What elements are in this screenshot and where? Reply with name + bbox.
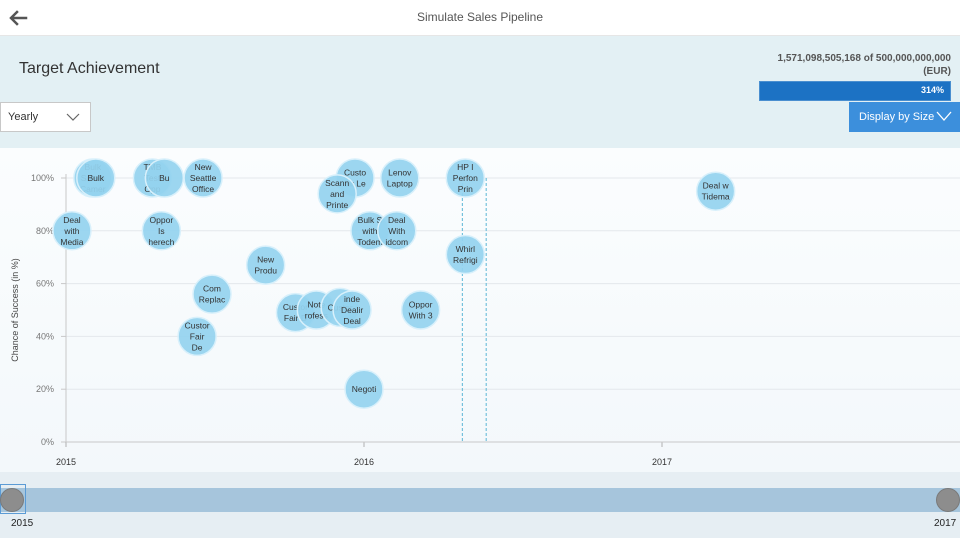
back-button[interactable] — [6, 6, 30, 30]
deal-bubble-label: Custo air Le — [344, 168, 366, 189]
header-panel: Target Achievement 1,571,098,505,168 of … — [0, 36, 960, 148]
display-by-size-label: Display by Size — [859, 111, 935, 123]
deal-bubble-label: Whirl Refrigi — [453, 244, 478, 265]
target-progress-bar: 314% — [759, 81, 951, 101]
deal-bubble-label: Deal with Media — [60, 215, 83, 247]
deal-bubble-label: Bu — [159, 173, 170, 183]
deal-bubble-label: Negoti — [352, 384, 377, 394]
deal-bubble — [183, 158, 223, 198]
deal-bubble-label: Custor Fair D — [283, 302, 308, 323]
y-tick-label: 40% — [36, 331, 54, 341]
page-title: Target Achievement — [19, 60, 160, 77]
y-tick-label: 80% — [36, 226, 54, 236]
deal-bubble — [445, 234, 486, 275]
app-title: Simulate Sales Pipeline — [416, 10, 544, 24]
x-tick-label: 2016 — [354, 457, 374, 467]
y-axis-label: Chance of Success (in %) — [10, 258, 20, 362]
deal-bubble-label: Bulk — [88, 173, 105, 183]
deal-bubble-label: Scann and Printe — [325, 178, 349, 210]
progress-label: 314% — [920, 85, 944, 95]
chart-area: 0% 20% 40% 60% 80% 100% 2015 2016 2017 Chance of … — [0, 148, 960, 472]
period-select-value: Yearly — [8, 111, 39, 123]
x-tick-label: 2015 — [56, 457, 76, 467]
deal-bubble — [695, 171, 736, 211]
deal-bubble-label: Oppor Is herech — [148, 215, 174, 247]
deal-bubble-label: Com Replac — [199, 284, 226, 305]
deal-bubble-label: Oppor With 3 — [409, 300, 433, 321]
x-tick-label: 2017 — [652, 457, 672, 467]
deal-bubble — [52, 211, 92, 251]
deal-bubble — [245, 245, 286, 285]
y-tick-label: 60% — [36, 279, 54, 289]
deal-bubble — [177, 316, 217, 357]
slider-end-label: 2017 — [934, 518, 957, 529]
deal-bubble — [76, 158, 116, 198]
timeline-slider-area: 2015 2017 — [0, 472, 960, 538]
currency-label: (EUR) — [923, 66, 951, 77]
y-tick-label: 100% — [31, 173, 54, 183]
display-by-size-button[interactable]: Display by Size — [849, 102, 960, 132]
slider-end-handle[interactable] — [936, 488, 960, 512]
chevron-down-icon — [66, 113, 80, 121]
y-tick-label: 0% — [41, 437, 54, 447]
target-value: 1,571,098,505,168 of 500,000,000,000 — [777, 53, 951, 64]
deal-bubble — [192, 274, 232, 314]
deal-bubble-label: Lenov Laptop — [387, 168, 413, 189]
chevron-down-icon — [936, 111, 952, 121]
deal-bubble-label: Note rofess — [305, 300, 328, 321]
deal-bubble — [317, 174, 357, 214]
deal-bubble-label: New Produ — [254, 255, 277, 276]
deal-bubble — [445, 158, 486, 198]
deal-bubble-label: Custor Fair De — [185, 320, 210, 352]
deal-bubble — [141, 211, 182, 251]
bubble-chart: 0% 20% 40% 60% 80% 100% 2015 2016 2017 Chance of … — [10, 158, 960, 467]
deal-bubble-label: Deal w Tidema — [702, 181, 730, 202]
deal-bubble-label: New Seattle Office — [190, 162, 217, 194]
deal-bubble — [380, 158, 420, 198]
top-bar: Simulate Sales Pipeline — [0, 0, 960, 36]
target-summary: 1,571,098,505,168 of 500,000,000,000 (EU… — [778, 52, 951, 78]
deal-bubble — [332, 290, 372, 330]
timeline-slider-track[interactable] — [0, 488, 960, 512]
deal-bubble-label: Deal With idcom — [385, 215, 408, 247]
y-tick-label: 20% — [36, 384, 54, 394]
deal-bubble-label: HP I Perfon Prin — [453, 162, 478, 194]
progress-fill — [760, 82, 950, 100]
deal-bubble — [400, 290, 441, 330]
deal-bubble-label: inde Dealir Deal — [341, 294, 363, 326]
period-select[interactable]: Yearly — [0, 102, 91, 132]
deal-bubble — [344, 369, 384, 409]
slider-start-handle[interactable] — [0, 488, 24, 512]
deal-bubble — [377, 211, 417, 251]
arrow-left-icon — [9, 10, 28, 26]
slider-start-label: 2015 — [11, 518, 34, 529]
